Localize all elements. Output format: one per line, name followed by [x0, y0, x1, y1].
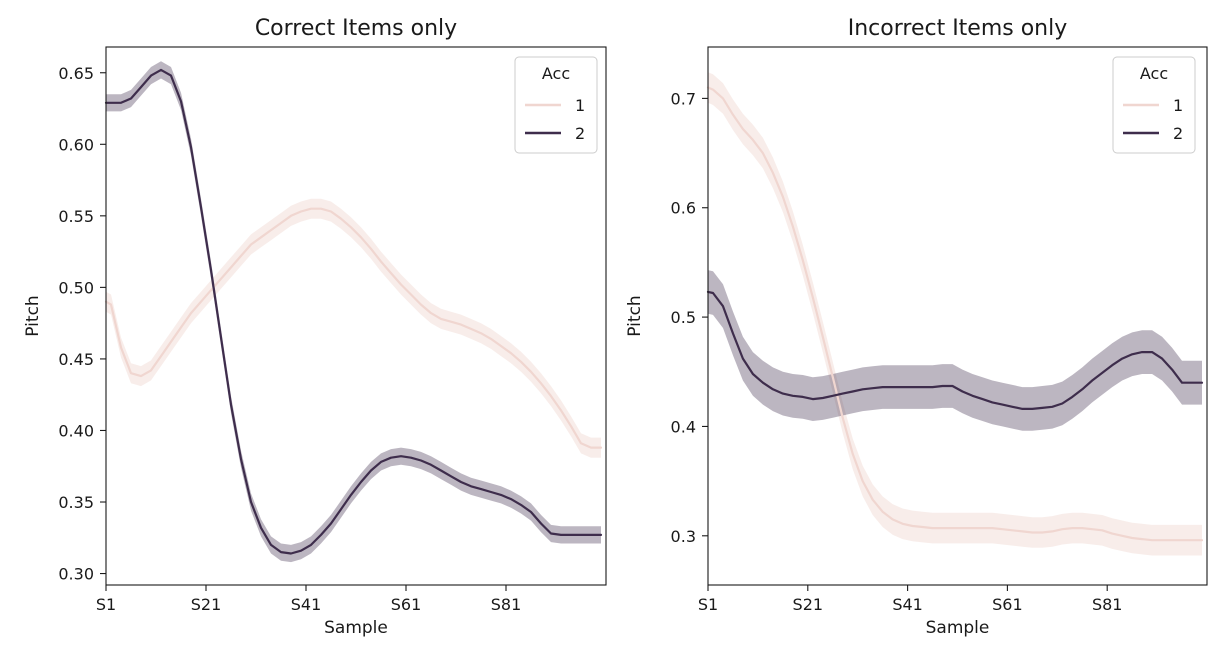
series-line-acc-1: [104, 207, 603, 449]
confidence-band-acc-1: [106, 198, 601, 458]
panel-incorrect-items: Incorrect Items only S1 S21 S41 S61 S81 0.3 0.4…: [625, 16, 1208, 638]
y-tick-label: 0.55: [58, 207, 94, 226]
y-tick-label: 0.3: [671, 527, 696, 546]
x-axis-label: Sample: [926, 618, 990, 638]
y-tick-label: 0.65: [58, 64, 94, 83]
x-tick-label: S81: [1092, 595, 1123, 614]
chart-title: Correct Items only: [255, 16, 457, 41]
x-tick-label: S61: [992, 595, 1023, 614]
y-tick-label: 0.45: [58, 350, 94, 369]
chart-title: Incorrect Items only: [848, 16, 1068, 41]
axes-frame: [105, 46, 607, 586]
x-tick-label: S81: [491, 595, 522, 614]
x-axis-label: Sample: [324, 618, 388, 638]
confidence-band-acc-2: [708, 270, 1202, 431]
y-axis-label: Pitch: [23, 295, 43, 336]
x-tick-label: S1: [698, 595, 718, 614]
y-tick-label: 0.40: [58, 421, 94, 440]
axes-frame: [707, 46, 1208, 586]
y-tick-label: 0.4: [671, 417, 696, 436]
legend-label-acc-1: 1: [1173, 96, 1183, 115]
legend: Acc 1 2: [514, 56, 598, 154]
panel-correct-items: Correct Items only S1 S21 S41 S61 S81 0.30 0.35…: [23, 16, 607, 638]
y-tick-label: 0.35: [58, 493, 94, 512]
legend: Acc 1 2: [1112, 56, 1196, 154]
legend-title: Acc: [1140, 64, 1168, 83]
x-tick-label: S41: [892, 595, 923, 614]
legend-label-acc-2: 2: [1173, 124, 1183, 143]
x-tick-label: S21: [793, 595, 824, 614]
series-line-acc-1: [706, 86, 1204, 542]
x-tick-label: S41: [291, 595, 322, 614]
legend-label-acc-1: 1: [575, 96, 585, 115]
legend-label-acc-2: 2: [575, 124, 585, 143]
y-tick-label: 0.50: [58, 278, 94, 297]
y-tick-label: 0.6: [671, 199, 696, 218]
x-tick-label: S21: [191, 595, 222, 614]
y-tick-label: 0.7: [671, 89, 696, 108]
series-line-acc-2: [706, 290, 1204, 410]
x-tick-label: S1: [96, 595, 116, 614]
legend-title: Acc: [542, 64, 570, 83]
y-tick-label: 0.30: [58, 565, 94, 584]
series-line-acc-2: [104, 68, 603, 555]
y-tick-label: 0.5: [671, 308, 696, 327]
x-tick-label: S61: [391, 595, 422, 614]
y-tick-label: 0.60: [58, 135, 94, 154]
y-axis-label: Pitch: [625, 295, 645, 336]
